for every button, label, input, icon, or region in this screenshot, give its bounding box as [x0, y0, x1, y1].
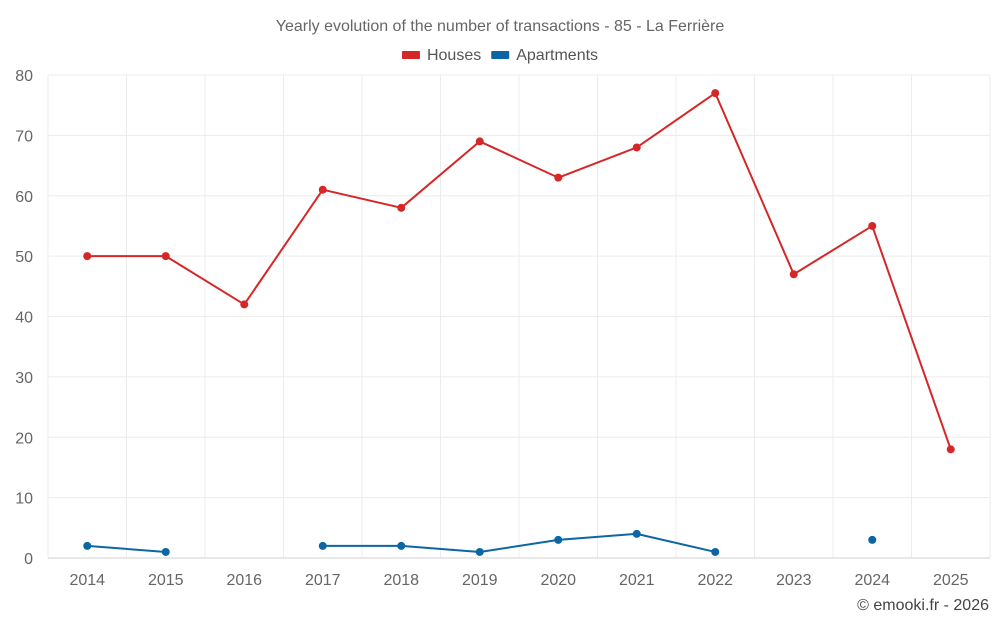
x-tick-label: 2017 — [305, 572, 341, 589]
series-layer — [83, 89, 955, 556]
y-tick-label: 20 — [15, 430, 33, 447]
x-tick-label: 2021 — [619, 572, 655, 589]
y-tick-label: 10 — [15, 491, 33, 508]
gridlines — [47, 74, 991, 558]
data-point[interactable] — [789, 270, 798, 279]
data-point[interactable] — [475, 547, 484, 556]
legend: Houses Apartments — [401, 47, 598, 64]
series-line — [87, 544, 166, 553]
legend-item-houses[interactable]: Houses — [401, 47, 481, 64]
data-point[interactable] — [83, 541, 92, 550]
x-tick-label: 2020 — [540, 572, 576, 589]
data-point[interactable] — [868, 535, 877, 544]
credit-text: © emooki.fr - 2026 — [857, 597, 989, 614]
y-tick-label: 50 — [15, 249, 33, 266]
x-tick-label: 2023 — [776, 572, 812, 589]
data-point[interactable] — [161, 547, 170, 556]
y-tick-label: 70 — [15, 128, 33, 145]
x-tick-label: 2015 — [148, 572, 184, 589]
y-tick-label: 30 — [15, 370, 33, 387]
data-point[interactable] — [946, 445, 955, 454]
y-tick-label: 60 — [15, 189, 33, 206]
series-line — [87, 92, 952, 450]
y-tick-label: 40 — [15, 310, 33, 327]
data-point[interactable] — [711, 89, 720, 98]
x-tick-label: 2024 — [854, 572, 890, 589]
data-point[interactable] — [83, 252, 92, 261]
data-point[interactable] — [240, 300, 249, 309]
chart-title: Yearly evolution of the number of transa… — [276, 18, 725, 35]
x-tick-label: 2019 — [462, 572, 498, 589]
y-tick-label: 80 — [15, 68, 33, 85]
y-tick-label: 0 — [24, 551, 33, 568]
data-point[interactable] — [554, 173, 563, 182]
data-point[interactable] — [711, 547, 720, 556]
x-tick-label: 2025 — [933, 572, 969, 589]
data-point[interactable] — [318, 541, 327, 550]
series-line — [322, 532, 716, 553]
axes: 0 10 20 30 40 50 60 70 80 2014 2015 2016 2017 2018 201… — [15, 68, 990, 589]
data-point[interactable] — [397, 541, 406, 550]
data-point[interactable] — [161, 252, 170, 261]
data-point[interactable] — [318, 185, 327, 194]
legend-label: Houses — [427, 47, 481, 64]
data-point[interactable] — [632, 529, 641, 538]
data-point[interactable] — [397, 203, 406, 212]
data-point[interactable] — [554, 535, 563, 544]
data-point[interactable] — [475, 137, 484, 146]
x-tick-label: 2022 — [697, 572, 733, 589]
x-tick-label: 2016 — [226, 572, 262, 589]
data-point[interactable] — [632, 143, 641, 152]
legend-swatch — [401, 51, 420, 59]
x-tick-label: 2018 — [383, 572, 419, 589]
data-point[interactable] — [868, 221, 877, 230]
legend-item-apartments[interactable]: Apartments — [491, 47, 598, 64]
legend-label: Apartments — [516, 47, 598, 64]
series-apartments — [83, 529, 877, 556]
legend-swatch — [491, 51, 510, 59]
series-houses — [83, 89, 955, 454]
x-tick-label: 2014 — [69, 572, 105, 589]
